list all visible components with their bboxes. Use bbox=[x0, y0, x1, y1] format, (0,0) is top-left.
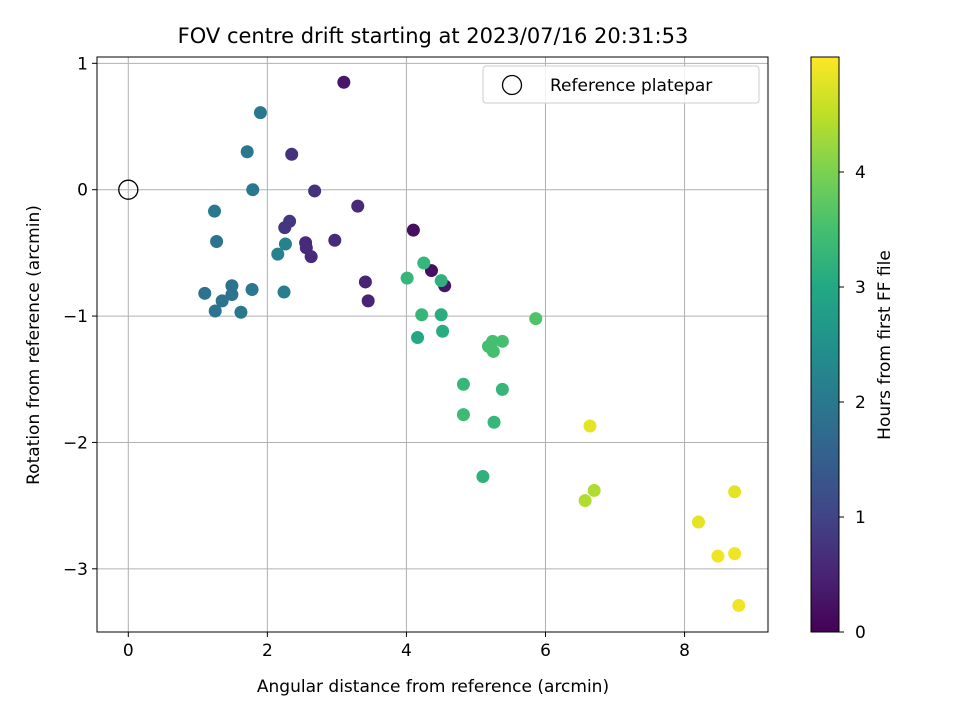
data-point bbox=[417, 256, 431, 270]
data-point bbox=[245, 283, 259, 297]
data-point bbox=[278, 237, 292, 251]
y-tick-label: 1 bbox=[77, 54, 88, 74]
y-tick-label: 0 bbox=[77, 181, 88, 201]
x-axis-label: Angular distance from reference (arcmin) bbox=[257, 677, 609, 697]
data-point bbox=[456, 377, 470, 391]
data-point bbox=[400, 271, 414, 285]
grid-lines bbox=[97, 57, 768, 632]
data-point bbox=[728, 547, 742, 561]
data-point bbox=[411, 331, 425, 345]
colorbar-tick-label: 4 bbox=[855, 163, 866, 183]
data-point bbox=[495, 334, 509, 348]
data-point bbox=[308, 184, 322, 198]
colorbar-gradient bbox=[810, 56, 840, 633]
data-point bbox=[415, 308, 429, 322]
data-point bbox=[271, 247, 285, 261]
plot-frame bbox=[96, 56, 769, 633]
x-tick-label: 4 bbox=[401, 641, 412, 661]
data-point bbox=[436, 324, 450, 338]
data-point bbox=[691, 515, 705, 529]
data-point bbox=[495, 382, 509, 396]
reference-marker bbox=[118, 179, 139, 200]
x-tick-label: 8 bbox=[679, 641, 690, 661]
data-point bbox=[578, 494, 592, 508]
data-point bbox=[434, 308, 448, 322]
y-tick-label: −3 bbox=[63, 560, 88, 580]
y-tick-label: −2 bbox=[63, 433, 88, 453]
data-point bbox=[246, 183, 260, 197]
colorbar-tick-label: 1 bbox=[855, 508, 866, 528]
reference-point bbox=[118, 179, 139, 200]
data-point bbox=[456, 408, 470, 422]
data-point bbox=[732, 598, 746, 612]
x-axis-ticks: 0 2 4 6 8 bbox=[123, 632, 690, 661]
data-point bbox=[240, 145, 254, 159]
x-tick-label: 6 bbox=[540, 641, 551, 661]
data-point bbox=[277, 285, 291, 299]
data-point bbox=[587, 483, 601, 497]
colorbar-tick-label: 2 bbox=[855, 393, 866, 413]
x-tick-label: 0 bbox=[123, 641, 134, 661]
data-point bbox=[486, 344, 500, 358]
data-point bbox=[328, 233, 342, 247]
data-points bbox=[198, 75, 746, 612]
data-point bbox=[304, 250, 318, 264]
colorbar-tick-label: 3 bbox=[855, 278, 866, 298]
data-point bbox=[728, 485, 742, 499]
data-point bbox=[210, 235, 224, 249]
y-axis-ticks: −3 −2 −1 0 1 bbox=[63, 54, 97, 580]
data-point bbox=[225, 288, 239, 302]
legend-entry-label: Reference platepar bbox=[550, 76, 712, 96]
data-point bbox=[361, 294, 375, 308]
data-point bbox=[208, 204, 222, 218]
colorbar-tick-label: 0 bbox=[855, 623, 866, 643]
data-point bbox=[711, 549, 725, 563]
legend-box bbox=[482, 65, 760, 104]
data-point bbox=[487, 415, 501, 429]
y-axis-label: Rotation from reference (arcmin) bbox=[24, 205, 44, 485]
legend: Reference platepar bbox=[482, 65, 760, 104]
data-point bbox=[234, 305, 248, 319]
data-point bbox=[351, 199, 365, 213]
x-tick-label: 2 bbox=[262, 641, 273, 661]
data-point bbox=[476, 470, 490, 484]
data-point bbox=[337, 75, 351, 89]
data-point bbox=[215, 294, 229, 308]
colorbar-ticks: 0 1 2 3 4 bbox=[839, 163, 866, 643]
colorbar-label: Hours from first FF file bbox=[875, 250, 895, 440]
y-tick-label: −1 bbox=[63, 307, 88, 327]
legend-marker-icon bbox=[501, 74, 523, 96]
data-point bbox=[253, 106, 267, 120]
data-point bbox=[406, 223, 420, 237]
data-point bbox=[583, 419, 597, 433]
data-point bbox=[278, 221, 292, 235]
data-point bbox=[208, 304, 222, 318]
data-point bbox=[285, 147, 299, 161]
colorbar: 0 1 2 3 4 Hours from first FF file bbox=[810, 56, 895, 643]
chart-title: FOV centre drift starting at 2023/07/16 … bbox=[178, 24, 689, 48]
data-point bbox=[358, 275, 372, 289]
data-point bbox=[529, 312, 543, 326]
data-point bbox=[434, 274, 448, 288]
data-point bbox=[198, 286, 212, 300]
